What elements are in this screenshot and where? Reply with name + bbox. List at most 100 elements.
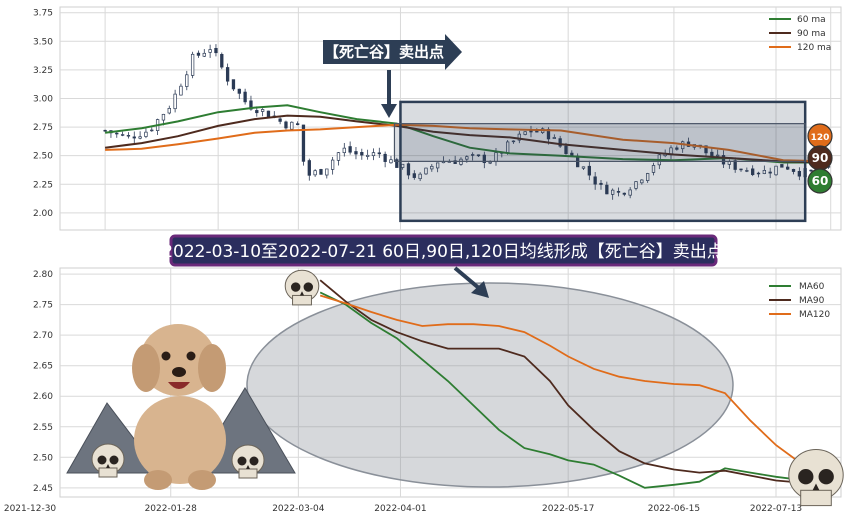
bottom-x-tick-label: 2021-12-30 [4,504,57,514]
candle-body [225,67,230,82]
candle-body [704,145,708,154]
candle-body [797,170,801,177]
candle-body [587,165,591,176]
candle-body [558,138,562,147]
bottom-y-tick-label: 2.55 [33,423,53,433]
candle-body [161,113,166,121]
badge-label-60: 60 [812,174,829,188]
badge-60 [807,168,833,194]
candle-body [278,118,282,122]
candle-body [768,171,772,174]
skull-eye-right [109,455,119,465]
candle-body [325,168,329,176]
skull-eye-left [798,469,814,485]
candle-body [354,151,358,155]
candle-body [284,121,288,129]
bottom-y-tick-label: 2.45 [33,484,53,494]
candle-body [173,93,177,110]
bottom-x-tick-label: 2022-03-04 [272,504,325,514]
candle-body [290,121,294,130]
candle-body [266,110,271,118]
candle-body [313,170,317,176]
candle-body [196,52,201,56]
candle-body [470,154,475,156]
candle-body [132,136,136,139]
candle-body [739,168,743,171]
candle-body [336,152,341,161]
bottom-series-ma120 [319,294,806,468]
top-series-ma60 [104,104,831,164]
candle-body [243,91,247,103]
bottom-y-tick-label: 2.80 [33,270,53,280]
candle-body [249,100,253,110]
candle-body [115,132,119,135]
top-series-ma120 [105,123,831,163]
dog-paw-right [188,470,216,490]
banner-box [169,234,718,267]
candle-body [103,129,107,132]
top-y-tick-label: 3.00 [33,94,53,104]
candle-body [453,160,457,165]
candle-body [418,173,422,180]
bottom-y-tick-label: 2.65 [33,362,53,372]
top-y-tick-label: 2.25 [33,180,53,190]
skull-icon [91,443,125,478]
skull-nose [246,465,250,469]
banner-label: 2022-03-10至2022-07-21 60日,90日,120日均线形成【死… [162,242,724,262]
skull-jaw [292,294,312,306]
candle-body [791,168,796,172]
bottom-legend-label: MA90 [799,296,825,306]
candle-body [190,53,195,76]
candle-body [208,49,212,53]
bottom-x-tick-label: 2022-01-28 [145,504,198,514]
candle-body [762,170,766,174]
bottom-panel: 2021-12-30 2022-01-28 2022-03-04 2022-04-01… [4,267,842,514]
bottom-legend-label: MA60 [799,282,825,292]
bottom-x-tick-label: 2022-04-01 [374,504,426,514]
candle-body [255,110,259,114]
candle-body [348,146,352,153]
top-series-ma90 [104,114,831,164]
top-y-tick-label: 3.50 [33,37,53,47]
skull-nose [106,464,110,468]
candle-body [330,159,335,170]
candle-body [202,52,206,57]
candle-body [564,145,568,155]
bottom-y-tick-label: 2.75 [33,301,53,311]
candle-body [476,154,481,157]
candle-body [295,123,300,126]
candle-body [424,167,428,175]
badge-label-90: 90 [812,151,829,165]
candle-body [756,172,761,175]
dog-body [134,396,226,484]
candle-body [751,168,755,176]
dog-mouth [168,382,190,389]
top-y-tick-label: 2.00 [33,209,53,219]
dog-ear-left [132,344,160,392]
banner-pointer-head [471,281,489,298]
skull-jaw [98,467,118,478]
candle-body [144,131,148,137]
skull-icon [284,269,320,306]
dog-nose [172,367,186,377]
top-y-tick-label: 3.25 [33,66,53,76]
candles-group [103,44,831,200]
bottom-x-tick-label: 2022-06-15 [648,504,700,514]
candle-body [581,166,586,169]
dog-icon [132,324,226,490]
candle-body [721,155,726,165]
candle-body [675,147,679,150]
skull-nose [812,483,820,491]
bottom-y-tick-label: 2.60 [33,392,53,402]
candle-body [365,154,370,157]
candle-body [605,184,609,195]
candle-body [634,181,638,189]
candle-body [523,131,527,135]
skull-eye-right [249,456,259,466]
bottom-x-tick-label: 2022-07-13 [750,504,802,514]
top-y-tick-label: 2.75 [33,123,53,133]
candle-body [430,165,434,170]
highlight-inner-band [393,123,806,162]
candle-body [214,47,218,54]
